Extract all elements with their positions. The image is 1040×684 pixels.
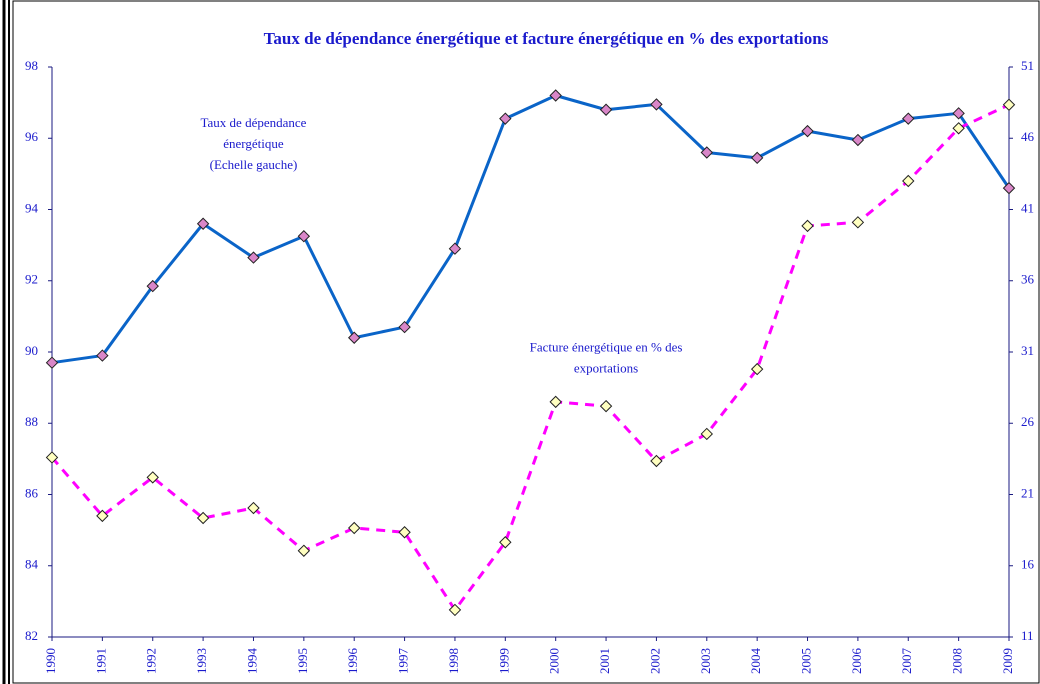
marker	[650, 454, 663, 468]
y-tick-label: 84	[25, 557, 39, 572]
marker	[247, 501, 260, 515]
x-tick-label: 2000	[547, 648, 562, 674]
x-tick-label: 1992	[144, 648, 159, 674]
marker	[348, 331, 361, 344]
x-tick-label: 2008	[950, 648, 965, 674]
x-tick-label: 1998	[446, 648, 461, 674]
marker	[549, 89, 562, 102]
x-tick-label: 2007	[899, 648, 914, 675]
y2-tick-label: 16	[1021, 557, 1035, 572]
marker	[146, 279, 159, 293]
y2-tick-label: 31	[1021, 343, 1034, 358]
marker	[549, 395, 562, 409]
y-tick-label: 82	[25, 628, 38, 643]
y-tick-label: 90	[25, 343, 38, 358]
marker	[499, 536, 512, 549]
marker	[96, 349, 109, 362]
marker	[801, 124, 814, 138]
x-tick-label: 1999	[496, 648, 511, 674]
y2-tick-label: 46	[1021, 129, 1035, 144]
x-tick-label: 1994	[244, 648, 259, 675]
series-line	[50, 103, 1010, 612]
x-tick-label: 1993	[194, 648, 209, 674]
marker	[599, 103, 613, 116]
x-tick-label: 1990	[43, 648, 58, 674]
marker	[1002, 181, 1016, 195]
chart-title: Taux de dépendance énergétique et factur…	[264, 29, 829, 48]
annotation: (Echelle gauche)	[210, 157, 298, 172]
marker	[851, 216, 865, 229]
y-tick-label: 98	[25, 58, 38, 73]
marker	[448, 242, 462, 255]
marker	[247, 251, 260, 264]
x-tick-label: 1991	[93, 648, 108, 674]
marker	[398, 320, 411, 334]
y2-tick-label: 21	[1021, 485, 1034, 500]
series-line	[51, 94, 1011, 365]
x-tick-label: 2005	[799, 648, 814, 674]
x-tick-label: 1995	[295, 648, 310, 674]
marker	[750, 362, 764, 376]
marker	[952, 122, 965, 135]
x-tick-label: 1997	[396, 648, 411, 675]
x-tick-label: 1996	[345, 648, 360, 675]
y2-tick-label: 26	[1021, 414, 1035, 429]
y2-tick-label: 36	[1021, 272, 1035, 287]
marker	[700, 427, 713, 441]
marker	[851, 133, 865, 147]
marker	[297, 544, 311, 557]
x-tick-label: 2003	[698, 648, 713, 674]
y2-tick-label: 11	[1021, 628, 1034, 643]
marker	[952, 107, 965, 120]
marker	[801, 219, 814, 233]
marker	[902, 174, 915, 188]
marker	[196, 511, 210, 525]
y-tick-label: 88	[25, 414, 38, 429]
marker	[599, 399, 613, 413]
marker	[750, 151, 764, 165]
annotation: Facture énergétique en % des	[530, 339, 683, 354]
marker	[96, 509, 109, 523]
x-tick-label: 2001	[597, 648, 612, 674]
marker	[297, 230, 311, 243]
marker	[902, 112, 915, 125]
marker	[348, 521, 361, 535]
marker	[650, 98, 663, 111]
x-tick-label: 2002	[647, 648, 662, 674]
x-tick-label: 2009	[1000, 648, 1015, 674]
y2-tick-label: 41	[1021, 200, 1034, 215]
marker	[448, 603, 462, 617]
y-tick-label: 94	[25, 200, 39, 215]
marker	[1002, 98, 1016, 111]
x-tick-label: 2006	[849, 648, 864, 675]
annotation: énergétique	[223, 136, 284, 151]
marker	[146, 471, 159, 484]
x-tick-label: 2004	[748, 648, 763, 675]
marker	[700, 146, 713, 159]
annotation: Taux de dépendance	[201, 115, 307, 130]
marker	[45, 451, 59, 464]
marker	[499, 112, 512, 125]
frame	[12, 0, 1040, 684]
y-tick-label: 86	[25, 485, 39, 500]
y-tick-label: 96	[25, 129, 39, 144]
marker	[45, 356, 59, 369]
marker	[398, 526, 411, 539]
marker	[196, 217, 210, 230]
y2-tick-label: 51	[1021, 58, 1034, 73]
annotation: exportations	[574, 360, 638, 375]
y-tick-label: 92	[25, 272, 38, 287]
